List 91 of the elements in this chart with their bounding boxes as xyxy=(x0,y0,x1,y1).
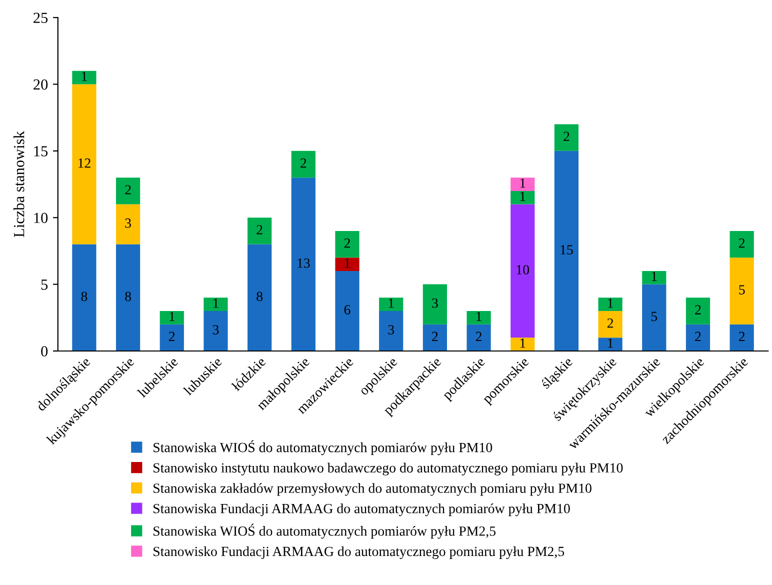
data-label: 5 xyxy=(739,285,745,294)
data-label: 12 xyxy=(78,158,90,168)
bar xyxy=(510,204,535,338)
data-label: 2 xyxy=(607,318,614,328)
y-tick-label: 5 xyxy=(41,280,48,290)
bar xyxy=(335,230,360,258)
bar xyxy=(116,204,140,244)
bar xyxy=(598,298,622,311)
bar xyxy=(116,244,140,351)
data-label: 2 xyxy=(432,332,438,341)
data-label: 3 xyxy=(125,218,131,228)
bar xyxy=(72,244,96,351)
legend-label: Stanowiska WIOŚ do automatycznych pomiarów pyłu PM2,5 xyxy=(154,524,496,539)
data-label: 2 xyxy=(256,225,262,234)
y-tick-label: 15 xyxy=(34,146,48,156)
bar xyxy=(554,124,579,151)
data-label: 1 xyxy=(476,312,482,321)
data-label: 2 xyxy=(564,132,570,141)
bar xyxy=(204,310,228,351)
data-label: 2 xyxy=(695,305,701,314)
bar xyxy=(422,324,447,351)
bar xyxy=(466,324,491,351)
bar xyxy=(642,270,666,284)
data-label: 8 xyxy=(256,292,263,302)
y-tick-label: 0 xyxy=(41,346,48,356)
legend-label: Stanowiska WIOŚ do automatycznych pomiarów pyłu PM10 xyxy=(154,440,492,456)
bar xyxy=(686,298,710,324)
bar xyxy=(160,324,184,351)
y-tick-label: 25 xyxy=(34,12,48,23)
y-tick-label: 10 xyxy=(34,212,48,224)
bar xyxy=(116,178,140,204)
data-label: 8 xyxy=(125,292,131,302)
legend-label: Stanowisko instytutu naukowo badawczego do automatycznego pomiaru pyłu PM10 xyxy=(154,462,623,476)
data-label: 1 xyxy=(388,298,394,308)
bar xyxy=(379,298,404,311)
data-label: 1 xyxy=(520,178,526,188)
data-label: 1 xyxy=(82,72,87,81)
bar xyxy=(686,324,710,351)
data-label: 3 xyxy=(388,325,394,334)
data-label: 3 xyxy=(212,325,219,334)
data-label: 2 xyxy=(300,158,306,168)
data-label: 1 xyxy=(520,192,526,201)
data-label: 2 xyxy=(738,332,745,341)
data-label: 2 xyxy=(125,185,131,194)
data-label: 1 xyxy=(213,298,218,308)
y-tick-label: 20 xyxy=(34,79,48,90)
data-label: 3 xyxy=(432,298,438,308)
bar xyxy=(335,270,360,351)
bar xyxy=(422,284,447,324)
data-label: 1 xyxy=(652,272,657,281)
data-label: 1 xyxy=(520,338,526,348)
data-label: 2 xyxy=(344,238,350,248)
legend-label: Stanowiska zakładów przemysłowych do automatycznych pomiaru pyłu PM10 xyxy=(154,483,592,496)
bar xyxy=(248,244,272,351)
data-label: 1 xyxy=(170,312,175,321)
data-label: 2 xyxy=(695,332,701,341)
bar xyxy=(730,258,754,324)
bar xyxy=(379,310,404,351)
bar xyxy=(160,310,184,324)
bar xyxy=(730,324,754,351)
bar xyxy=(510,178,535,191)
bar xyxy=(598,310,622,338)
bar xyxy=(291,178,316,351)
data-label: 1 xyxy=(608,298,613,308)
data-label: 2 xyxy=(738,238,745,248)
bar xyxy=(554,150,579,351)
bar xyxy=(510,190,535,204)
bar xyxy=(291,150,316,178)
data-label: 10 xyxy=(516,265,530,274)
bar xyxy=(335,258,360,271)
data-label: 1 xyxy=(345,258,350,268)
data-label: 5 xyxy=(651,312,658,322)
bar xyxy=(466,310,491,324)
data-label: 2 xyxy=(169,332,175,341)
bar xyxy=(248,218,272,244)
legend-label: Stanowiska Fundacji ARMAAG do automatycznych pomiarów pyłu PM10 xyxy=(154,503,570,516)
bar xyxy=(730,230,754,258)
data-label: 15 xyxy=(560,245,573,254)
y-axis-title: Liczba stanowisk xyxy=(13,131,24,238)
data-label: 1 xyxy=(608,338,613,348)
data-label: 6 xyxy=(344,305,350,314)
data-label: 8 xyxy=(81,292,88,302)
bar xyxy=(72,84,96,244)
data-label: 13 xyxy=(298,258,310,268)
bar xyxy=(642,284,666,351)
bar xyxy=(72,70,96,84)
data-label: 2 xyxy=(476,332,482,341)
bar xyxy=(204,298,228,311)
legend-label: Stanowisko Fundacji ARMAAG do automatycznego pomiaru pyłu PM2,5 xyxy=(154,546,564,560)
bar xyxy=(598,338,622,351)
bar xyxy=(510,338,535,351)
